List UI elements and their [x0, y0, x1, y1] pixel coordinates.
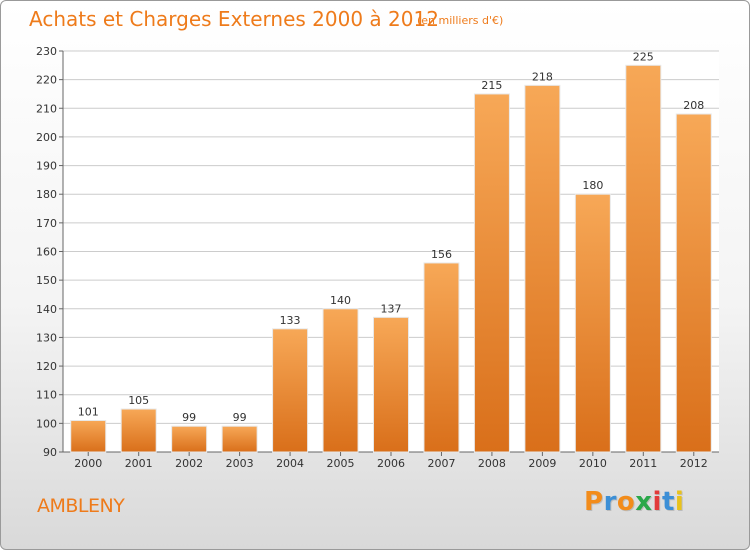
bar-value-label: 133 [280, 314, 301, 327]
x-tick-label: 2010 [579, 457, 607, 470]
y-tick-label: 160 [36, 246, 57, 259]
x-tick-label: 2008 [478, 457, 506, 470]
x-tick-label: 2012 [680, 457, 708, 470]
y-tick-label: 180 [36, 188, 57, 201]
bar [322, 308, 359, 453]
x-tick-label: 2004 [276, 457, 304, 470]
y-tick-label: 170 [36, 217, 57, 230]
bar-value-label: 140 [330, 294, 351, 307]
bar [70, 419, 107, 453]
proxiti-logo: Proxiti [584, 487, 685, 517]
bar-value-label: 156 [431, 248, 452, 261]
chart-title: Achats et Charges Externes 2000 à 2012 [29, 7, 439, 31]
bar [423, 262, 460, 453]
bar-value-label: 99 [182, 411, 196, 424]
bar [473, 93, 510, 453]
y-tick-label: 120 [36, 360, 57, 373]
x-tick-label: 2005 [327, 457, 355, 470]
chart-subtitle: (en milliers d'€) [417, 14, 504, 27]
y-tick-label: 110 [36, 389, 57, 402]
y-tick-label: 200 [36, 131, 57, 144]
y-tick-label: 130 [36, 331, 57, 344]
y-tick-label: 230 [36, 45, 57, 58]
x-tick-label: 2011 [629, 457, 657, 470]
x-tick-label: 2002 [175, 457, 203, 470]
bar-value-label: 99 [233, 411, 247, 424]
bar [171, 425, 208, 453]
x-tick-label: 2001 [125, 457, 153, 470]
bar [524, 84, 561, 453]
bar-value-label: 208 [683, 99, 704, 112]
x-tick-label: 2009 [528, 457, 556, 470]
y-tick-label: 210 [36, 102, 57, 115]
commune-name: AMBLENY [37, 495, 125, 517]
bar-value-label: 225 [633, 50, 654, 63]
bar-value-label: 105 [128, 394, 149, 407]
x-tick-label: 2006 [377, 457, 405, 470]
y-tick-label: 220 [36, 74, 57, 87]
bar-value-label: 101 [78, 405, 99, 418]
y-tick-label: 100 [36, 417, 57, 430]
bar [625, 64, 662, 453]
x-tick-label: 2000 [74, 457, 102, 470]
y-tick-label: 140 [36, 303, 57, 316]
bar-value-label: 180 [582, 179, 603, 192]
bar [675, 113, 712, 453]
bar [272, 328, 309, 453]
bar-value-label: 215 [481, 79, 502, 92]
bar [221, 425, 258, 453]
y-tick-label: 90 [43, 446, 57, 459]
bar-value-label: 218 [532, 70, 553, 83]
bar-value-label: 137 [381, 302, 402, 315]
y-tick-label: 150 [36, 274, 57, 287]
x-tick-label: 2007 [427, 457, 455, 470]
bar [574, 193, 611, 453]
bar [373, 316, 409, 453]
bar [120, 408, 157, 453]
x-tick-label: 2003 [226, 457, 254, 470]
y-tick-label: 190 [36, 160, 57, 173]
